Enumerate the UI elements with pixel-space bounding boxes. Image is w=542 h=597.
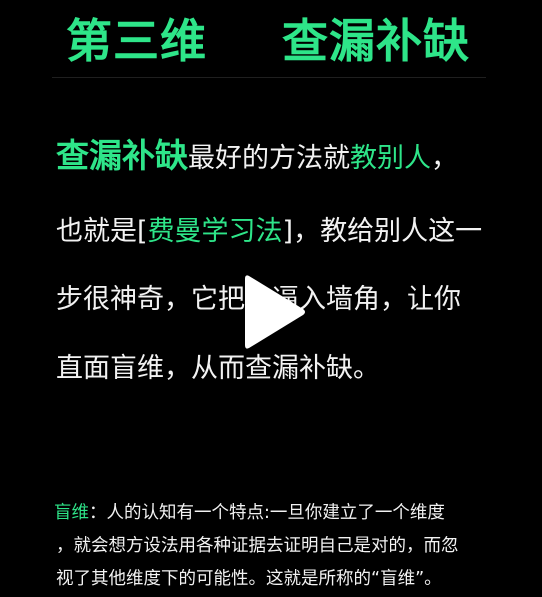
highlight-term: 查漏补缺 bbox=[56, 136, 188, 175]
footnote-term: 盲维 bbox=[54, 503, 89, 523]
highlight-term: 费曼学习法 bbox=[147, 216, 283, 247]
header-title-right: 查漏补缺 bbox=[282, 14, 470, 68]
footnote-line-1: 盲维：人的认知有一个特点:一旦你建立了一个维度 bbox=[54, 498, 445, 528]
text-fragment: ， bbox=[431, 143, 458, 174]
text-line-1: 查漏补缺最好的方法就教别人， bbox=[56, 138, 458, 177]
header-divider bbox=[52, 77, 486, 78]
play-button[interactable] bbox=[241, 270, 307, 354]
text-line-2: 也就是[费曼学习法]，教给别人这一 bbox=[56, 214, 482, 250]
text-fragment: 最好的方法就 bbox=[188, 143, 350, 174]
highlight-term: 教别人 bbox=[350, 143, 431, 174]
header: 第三维 查漏补缺 bbox=[0, 0, 542, 78]
text-line-4: 直面盲维，从而查漏补缺。 bbox=[56, 353, 380, 384]
footnote-line-2: ，就会想方设法用各种证据去证明自己是对的，而忽 bbox=[56, 536, 459, 556]
play-icon bbox=[245, 275, 305, 349]
text-fragment: ]，教给别人这一 bbox=[282, 216, 483, 247]
header-title-left: 第三维 bbox=[66, 14, 207, 68]
footnote-line-3: 视了其他维度下的可能性。这就是所称的“盲维”。 bbox=[56, 569, 442, 589]
footnote-text: ：人的认知有一个特点:一旦你建立了一个维度 bbox=[89, 503, 445, 523]
text-fragment: 也就是[ bbox=[56, 216, 148, 247]
